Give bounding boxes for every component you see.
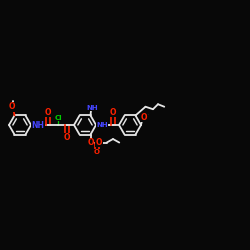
Text: O: O: [141, 113, 147, 122]
Text: O: O: [94, 149, 100, 155]
Text: NH: NH: [86, 105, 98, 111]
Text: NH: NH: [96, 122, 108, 128]
Text: O: O: [45, 108, 51, 117]
Text: O: O: [96, 138, 102, 147]
Text: O: O: [9, 102, 15, 111]
Text: O: O: [110, 108, 116, 117]
Text: O: O: [87, 138, 94, 147]
Text: NH: NH: [32, 120, 44, 130]
Text: Cl: Cl: [54, 115, 62, 121]
Text: O: O: [64, 133, 70, 142]
